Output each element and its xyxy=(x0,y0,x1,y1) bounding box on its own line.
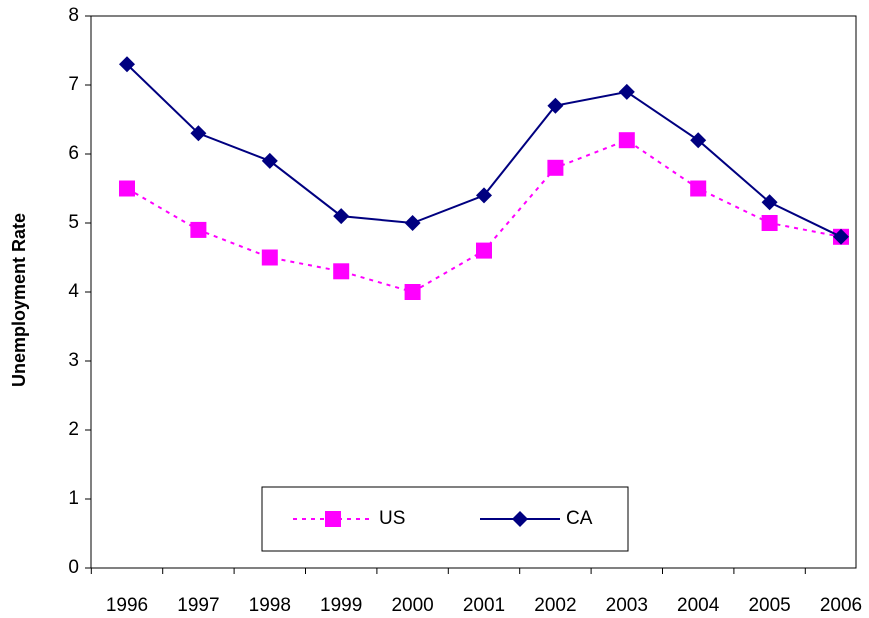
marker xyxy=(476,187,492,204)
marker xyxy=(833,228,849,245)
marker xyxy=(261,249,278,266)
y-tick-label: 0 xyxy=(68,557,79,578)
series-line xyxy=(126,63,842,238)
marker xyxy=(261,152,278,169)
marker xyxy=(190,125,207,142)
y-tick-label: 8 xyxy=(68,5,79,26)
x-tick-label: 2000 xyxy=(391,595,433,616)
marker xyxy=(404,284,421,300)
x-tick-label: 2006 xyxy=(820,595,862,616)
marker xyxy=(333,208,350,225)
marker xyxy=(333,263,350,280)
y-tick-label: 5 xyxy=(68,212,79,233)
y-tick-label: 2 xyxy=(68,419,79,440)
y-tick-label: 7 xyxy=(68,74,79,95)
plot-area xyxy=(90,15,857,569)
marker xyxy=(119,180,135,197)
x-tick-label: 2002 xyxy=(534,595,576,616)
marker xyxy=(119,56,135,73)
x-tick-label: 2005 xyxy=(748,595,790,616)
marker xyxy=(476,242,492,259)
x-tick-label: 2003 xyxy=(606,595,648,616)
y-axis-label: Unemployment Rate xyxy=(9,213,29,387)
marker xyxy=(404,215,421,231)
marker xyxy=(761,215,778,231)
marker xyxy=(690,180,707,197)
marker xyxy=(690,132,707,149)
y-tick-label: 6 xyxy=(68,143,79,164)
marker xyxy=(547,159,564,176)
marker xyxy=(618,83,635,100)
marker xyxy=(190,221,207,238)
legend-label: CA xyxy=(566,508,593,529)
x-tick-label: 1997 xyxy=(177,595,219,616)
legend-marker xyxy=(512,511,528,527)
x-tick-label: 1998 xyxy=(249,595,291,616)
legend-marker xyxy=(325,511,341,527)
y-tick-label: 1 xyxy=(68,488,79,509)
legend-label: US xyxy=(379,508,405,529)
x-tick-label: 1999 xyxy=(320,595,362,616)
marker xyxy=(618,132,635,149)
marker xyxy=(761,194,778,211)
x-tick-label: 1996 xyxy=(106,595,148,616)
series-line xyxy=(126,139,842,294)
marker xyxy=(547,97,564,114)
y-tick-label: 3 xyxy=(68,350,79,371)
x-tick-label: 2001 xyxy=(463,595,505,616)
y-tick-label: 4 xyxy=(68,281,79,302)
x-tick-label: 2004 xyxy=(677,595,720,616)
